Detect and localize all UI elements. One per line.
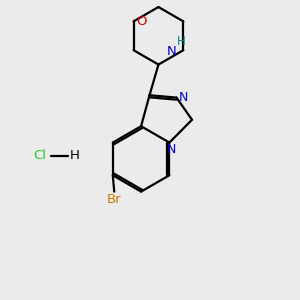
Text: N: N bbox=[167, 142, 176, 156]
Text: N: N bbox=[167, 45, 177, 58]
Text: Br: Br bbox=[107, 193, 122, 206]
Text: N: N bbox=[179, 91, 189, 104]
Text: H: H bbox=[70, 149, 80, 162]
Text: Cl: Cl bbox=[34, 149, 46, 162]
Text: O: O bbox=[136, 15, 147, 28]
Text: H: H bbox=[177, 35, 185, 48]
